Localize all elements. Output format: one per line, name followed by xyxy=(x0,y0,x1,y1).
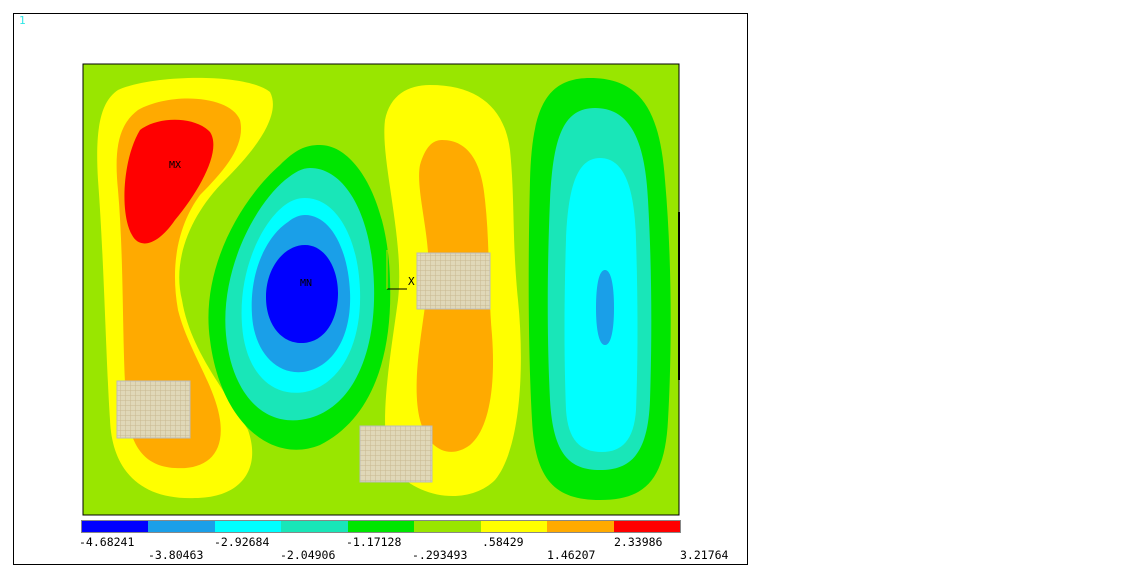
legend-label: -3.80463 xyxy=(148,548,204,562)
legend-label: 1.46207 xyxy=(547,548,596,562)
legend-color-cell xyxy=(414,521,481,532)
legend-color-cell xyxy=(214,521,282,532)
legend-color-cell xyxy=(347,521,415,532)
legend-label: .58429 xyxy=(482,535,524,549)
min-marker: MN xyxy=(300,278,312,289)
plot-right-edge xyxy=(678,212,680,380)
mesh-patch-2 xyxy=(416,252,491,310)
negative-lobe-center xyxy=(208,145,391,450)
legend-label: -.293493 xyxy=(412,548,468,562)
axis-x-label: X xyxy=(408,275,415,288)
max-marker: MX xyxy=(169,160,181,171)
legend-color-cell xyxy=(613,521,680,532)
legend-label: 2.33986 xyxy=(614,535,663,549)
legend-color-cell xyxy=(547,521,614,532)
window-number: 1 xyxy=(19,14,26,27)
legend-label: -1.17128 xyxy=(346,535,402,549)
negative-lobe-right xyxy=(528,78,671,500)
color-legend-bar xyxy=(81,520,681,533)
axis-triad: X xyxy=(386,250,415,290)
legend-color-cell xyxy=(281,521,348,532)
legend-label: -2.04906 xyxy=(280,548,336,562)
legend-color-cell xyxy=(82,521,149,532)
legend-label: -4.68241 xyxy=(79,535,135,549)
legend-label: -2.92684 xyxy=(214,535,270,549)
mesh-patch-1 xyxy=(116,380,191,439)
legend-color-cell xyxy=(480,521,548,532)
legend-label: 3.21764 xyxy=(680,548,729,562)
legend-color-cell xyxy=(148,521,215,532)
mesh-patch-3 xyxy=(359,425,433,483)
